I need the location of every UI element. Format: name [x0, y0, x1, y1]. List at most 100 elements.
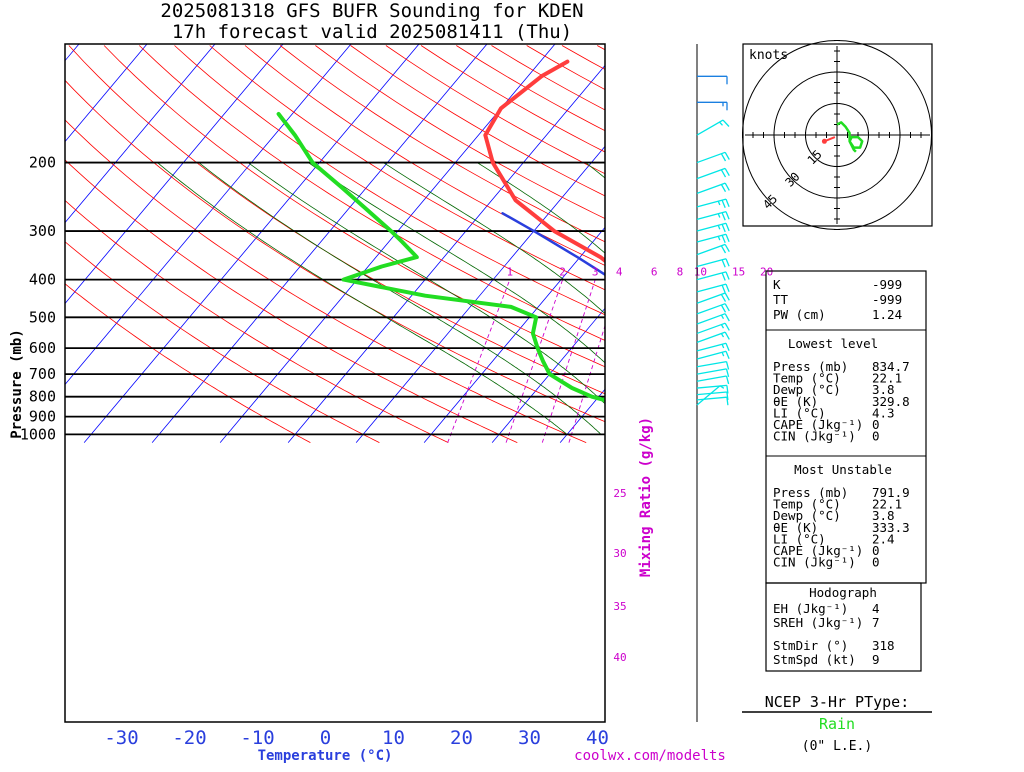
hodo-stats-rows: EH (Jkg⁻¹) 4 SREH (Jkg⁻¹) 7 StmDir (°) 318 Stm… [773, 601, 895, 667]
ptype-panel: NCEP 3-Hr PType: Rain (0" L.E.) [742, 693, 932, 754]
hodo-stat-value: 7 [872, 615, 880, 630]
wind-barb [697, 343, 729, 351]
stat-value: 0 [872, 429, 880, 444]
wind-barb [697, 293, 729, 303]
x-tick-label: 20 [450, 727, 473, 749]
stat-label: CIN (Jkg⁻¹) [773, 555, 856, 570]
wind-barb [697, 351, 729, 359]
indices-panel: K -999 TT -999 PW (cm) 1.24 Lowest level… [766, 271, 926, 583]
mixing-ratio-label: 15 [732, 266, 745, 279]
wind-barb [697, 369, 729, 377]
mixing-ratio-line [659, 280, 700, 443]
wind-barb [697, 362, 729, 370]
wind-barb [697, 376, 729, 384]
wind-barb [697, 168, 729, 178]
hodo-stat-label: SREH (Jkg⁻¹) [773, 615, 863, 630]
wind-barb [697, 223, 729, 232]
tt-label: TT [773, 292, 789, 307]
x-axis-tick-labels: -30 -20 -10 0 10 20 30 40 [104, 727, 609, 749]
wind-barbs [697, 76, 729, 405]
hodo-stat-value: 4 [872, 601, 880, 616]
hodo-stat-value: 9 [872, 652, 880, 667]
ptype-title: NCEP 3-Hr PType: [765, 693, 910, 711]
storm-motion-head [822, 139, 827, 144]
wind-barb [697, 284, 729, 293]
most-unstable-title: Most Unstable [794, 462, 892, 477]
mixing-ratio-label: 6 [651, 266, 658, 279]
hodograph-units: knots [749, 48, 788, 63]
pw-label: PW (cm) [773, 307, 826, 322]
wind-barb [697, 244, 729, 254]
tt-value: -999 [872, 292, 902, 307]
y-tick-label: 300 [29, 222, 56, 240]
wind-barb [697, 120, 729, 135]
mixing-ratio-line [702, 280, 738, 443]
mixing-ratio-line [542, 280, 595, 443]
mixing-ratio-line [734, 280, 767, 443]
moist-adiabat-label: 30 [613, 547, 626, 560]
x-tick-label: 40 [586, 727, 609, 749]
parcel-profile-line [503, 213, 765, 442]
x-axis-label: Temperature (°C) [258, 748, 393, 764]
hodo-stat-value: 318 [872, 638, 895, 653]
y-tick-label: 200 [29, 154, 56, 172]
chart-title-line2: 17h forecast valid 2025081411 (Thu) [172, 21, 572, 43]
wind-barb [697, 304, 729, 314]
plot-frame [65, 44, 605, 722]
isobars [65, 163, 605, 435]
wind-barb [697, 314, 729, 324]
wind-barb [697, 76, 727, 84]
x-tick-label: -10 [240, 727, 274, 749]
dry-adiabat-line [104, 46, 793, 443]
y-tick-label: 1000 [20, 425, 56, 443]
dewpoint-profile-line [279, 114, 619, 404]
lowest-level-title: Lowest level [788, 336, 878, 351]
ptype-value: Rain [819, 715, 855, 733]
wind-barb [697, 199, 729, 208]
wind-barb [697, 212, 729, 221]
y-tick-label: 900 [29, 408, 56, 426]
mixing-ratio-label: 10 [694, 266, 707, 279]
wind-barb [697, 152, 729, 162]
moist-adiabat-label: 35 [613, 600, 626, 613]
credit-text: coolwx.com/modelts [574, 748, 726, 764]
wind-barb [697, 183, 729, 193]
stat-value: 0 [872, 555, 880, 570]
x-tick-label: -20 [172, 727, 206, 749]
wind-barb [697, 332, 729, 342]
chart-title-line1: 2025081318 GFS BUFR Sounding for KDEN [160, 0, 583, 22]
ptype-note: (0" L.E.) [802, 739, 872, 754]
mixing-ratio-label: 1 [506, 266, 513, 279]
dry-adiabat-line [0, 46, 586, 443]
wind-barb [697, 102, 727, 110]
y-axis-label: Pressure (mb) [9, 329, 25, 439]
y-tick-label: 700 [29, 365, 56, 383]
hodo-stat-label: StmDir (°) [773, 638, 848, 653]
x-tick-label: -30 [104, 727, 138, 749]
hodo-stat-label: StmSpd (kt) [773, 652, 856, 667]
y-tick-label: 800 [29, 388, 56, 406]
hodo-stat-label: EH (Jkg⁻¹) [773, 601, 848, 616]
mixing-ratio-label: 8 [677, 266, 684, 279]
x-tick-label: 10 [382, 727, 405, 749]
x-tick-label: 30 [518, 727, 541, 749]
isotherm-line [968, 37, 1024, 443]
pw-value: 1.24 [872, 307, 902, 322]
isotherm-line [424, 37, 765, 443]
y-tick-label: 500 [29, 308, 56, 326]
mixing-ratio-axis-label: Mixing Ratio (g/kg) [638, 417, 654, 577]
moist-adiabat-label: 40 [613, 651, 626, 664]
k-label: K [773, 277, 781, 292]
x-tick-label: 0 [320, 727, 331, 749]
isotherm-line [16, 37, 357, 443]
k-value: -999 [872, 277, 902, 292]
y-tick-label: 400 [29, 271, 56, 289]
mixing-ratio-label: 4 [616, 266, 623, 279]
y-tick-label: 600 [29, 339, 56, 357]
